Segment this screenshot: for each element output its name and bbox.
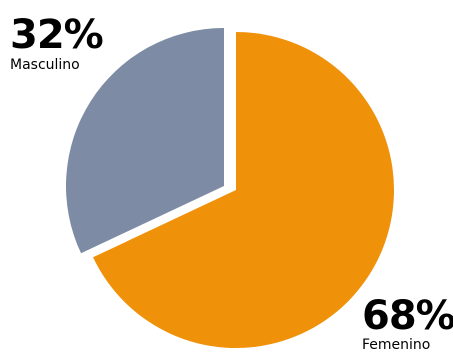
pie-slice-masculino — [65, 28, 225, 254]
pie-slice-femenino — [93, 32, 395, 348]
femenino-percent-label: 68% — [362, 293, 453, 339]
masculino-category-label: Masculino — [10, 57, 80, 73]
femenino-category-label: Femenino — [362, 337, 431, 353]
masculino-percent-label: 32% — [10, 12, 104, 58]
